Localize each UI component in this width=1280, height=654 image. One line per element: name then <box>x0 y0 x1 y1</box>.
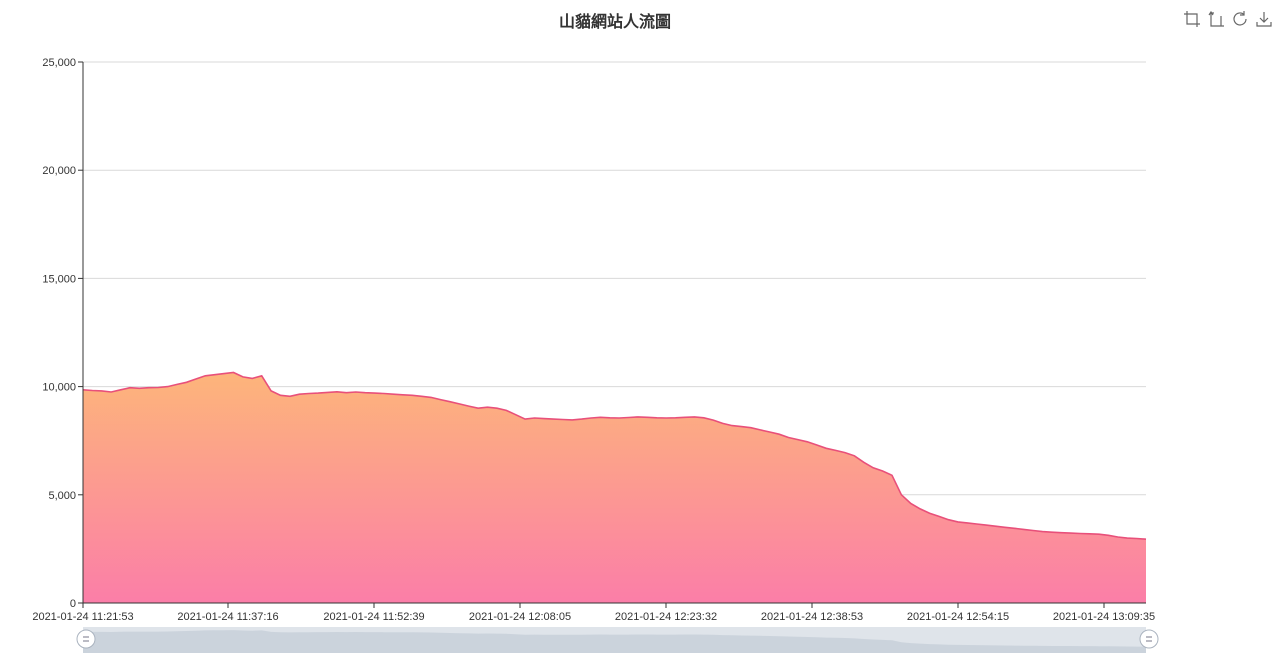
x-tick-label: 2021-01-24 13:09:35 <box>1053 611 1155 623</box>
chart-title: 山貓網站人流圖 <box>558 12 671 31</box>
area-fill <box>83 372 1146 603</box>
x-tick-label: 2021-01-24 12:38:53 <box>761 611 863 623</box>
x-tick-label: 2021-01-24 12:54:15 <box>907 611 1009 623</box>
series-line <box>82 371 1147 540</box>
series-area <box>82 371 1147 603</box>
x-tick-label: 2021-01-24 11:21:53 <box>32 611 133 623</box>
zoom-icon[interactable] <box>1183 10 1201 28</box>
axes: 0 5,000 10,000 15,000 20,000 25,000 2021-01-24… <box>32 57 1155 623</box>
zoom-reset-icon[interactable] <box>1207 10 1225 28</box>
x-tick-label: 2021-01-24 12:08:05 <box>469 611 571 623</box>
zoom-handle-start[interactable] <box>76 629 96 649</box>
restore-icon[interactable] <box>1231 10 1249 28</box>
zoom-handle-end[interactable] <box>1139 629 1159 649</box>
chart-toolbox <box>1183 10 1273 28</box>
save-image-icon[interactable] <box>1255 10 1273 28</box>
data-zoom-slider[interactable] <box>76 627 1159 653</box>
x-tick-label: 2021-01-24 12:23:32 <box>615 611 717 623</box>
x-tick-label: 2021-01-24 11:52:39 <box>323 611 424 623</box>
zoom-preview <box>83 630 1146 653</box>
x-tick-label: 2021-01-24 11:37:16 <box>177 611 278 623</box>
y-tick-label: 5,000 <box>48 490 76 502</box>
y-tick-label: 25,000 <box>42 57 76 69</box>
y-tick-label: 20,000 <box>42 165 76 177</box>
y-tick-label: 0 <box>70 598 76 610</box>
y-tick-label: 15,000 <box>42 273 76 285</box>
y-tick-label: 10,000 <box>42 382 76 394</box>
